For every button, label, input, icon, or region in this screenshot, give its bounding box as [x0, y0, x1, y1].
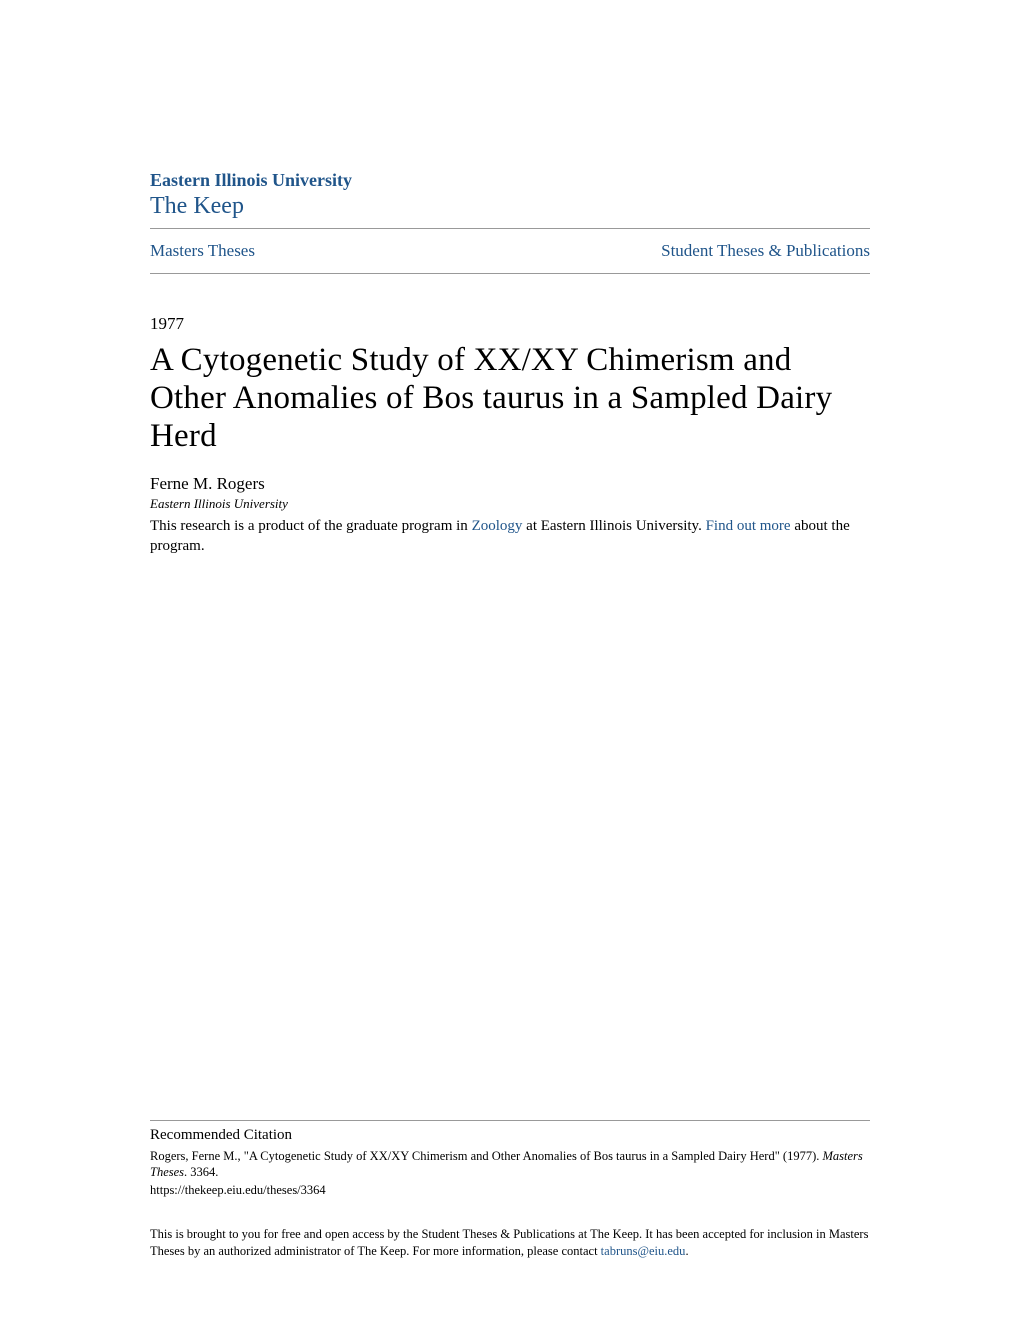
author-name: Ferne M. Rogers: [150, 474, 870, 494]
repository-name[interactable]: The Keep: [150, 193, 870, 220]
citation-body: Rogers, Ferne M., "A Cytogenetic Study o…: [150, 1149, 823, 1163]
footer-suffix: .: [685, 1244, 688, 1258]
header: Eastern Illinois University The Keep: [150, 170, 870, 220]
bottom-block: Recommended Citation Rogers, Ferne M., "…: [150, 1120, 870, 1261]
paper-title: A Cytogenetic Study of XX/XY Chimerism a…: [150, 342, 870, 456]
description-prefix: This research is a product of the gradua…: [150, 518, 472, 534]
citation-heading: Recommended Citation: [150, 1120, 870, 1144]
nav-link-right[interactable]: Student Theses & Publications: [661, 241, 870, 261]
divider-top: [150, 228, 870, 229]
citation-url: https://thekeep.eiu.edu/theses/3364: [150, 1183, 870, 1198]
find-out-more-link[interactable]: Find out more: [706, 518, 791, 534]
citation-text: Rogers, Ferne M., "A Cytogenetic Study o…: [150, 1148, 870, 1182]
footer-text: This is brought to you for free and open…: [150, 1226, 870, 1260]
author-affiliation: Eastern Illinois University: [150, 496, 870, 512]
citation-number: . 3364.: [184, 1165, 218, 1179]
divider-bottom: [150, 273, 870, 274]
university-name[interactable]: Eastern Illinois University: [150, 170, 870, 191]
description: This research is a product of the gradua…: [150, 516, 870, 557]
footer-prefix: This is brought to you for free and open…: [150, 1227, 868, 1258]
year: 1977: [150, 314, 870, 334]
nav-row: Masters Theses Student Theses & Publicat…: [150, 235, 870, 267]
description-mid: at Eastern Illinois University.: [522, 518, 705, 534]
nav-link-left[interactable]: Masters Theses: [150, 241, 255, 261]
footer-email-link[interactable]: tabruns@eiu.edu: [601, 1244, 686, 1258]
program-link[interactable]: Zoology: [472, 518, 523, 534]
